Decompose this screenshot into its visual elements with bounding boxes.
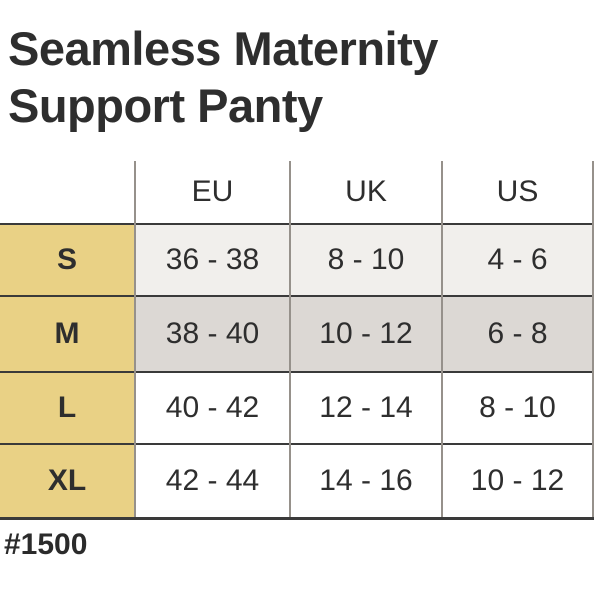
column-header-uk: UK <box>289 161 442 224</box>
header-row: EU UK US <box>0 161 594 224</box>
column-header-eu: EU <box>134 161 290 224</box>
size-value-cell: 38 - 40 <box>134 295 290 372</box>
size-value-cell: 42 - 44 <box>134 443 290 520</box>
table-row-m: M 38 - 40 10 - 12 6 - 8 <box>0 295 594 372</box>
column-header-us: US <box>441 161 594 224</box>
product-code: #1500 <box>4 528 88 561</box>
table-row-xl: XL 42 - 44 14 - 16 10 - 12 <box>0 443 594 520</box>
page-title: Seamless Maternity Support Panty <box>8 20 438 134</box>
size-value-cell: 4 - 6 <box>441 223 594 296</box>
size-value-cell: 10 - 12 <box>289 295 442 372</box>
corner-cell <box>0 161 135 224</box>
size-value-cell: 6 - 8 <box>441 295 594 372</box>
size-label-m: M <box>0 295 135 372</box>
size-value-cell: 8 - 10 <box>441 371 594 444</box>
page-title-line-1: Seamless Maternity <box>8 22 438 75</box>
table-row-s: S 36 - 38 8 - 10 4 - 6 <box>0 223 594 296</box>
size-value-cell: 10 - 12 <box>441 443 594 520</box>
page-title-line-2: Support Panty <box>8 79 323 132</box>
size-label-l: L <box>0 371 135 444</box>
size-label-xl: XL <box>0 443 135 520</box>
size-value-cell: 36 - 38 <box>134 223 290 296</box>
size-label-s: S <box>0 223 135 296</box>
size-chart-table: EU UK US S 36 - 38 8 - 10 4 - 6 M 38 - 40 10 - 1… <box>0 161 594 520</box>
size-value-cell: 14 - 16 <box>289 443 442 520</box>
table-row-l: L 40 - 42 12 - 14 8 - 10 <box>0 371 594 444</box>
size-value-cell: 12 - 14 <box>289 371 442 444</box>
size-value-cell: 8 - 10 <box>289 223 442 296</box>
size-chart-header: EU UK US <box>0 161 594 224</box>
size-value-cell: 40 - 42 <box>134 371 290 444</box>
